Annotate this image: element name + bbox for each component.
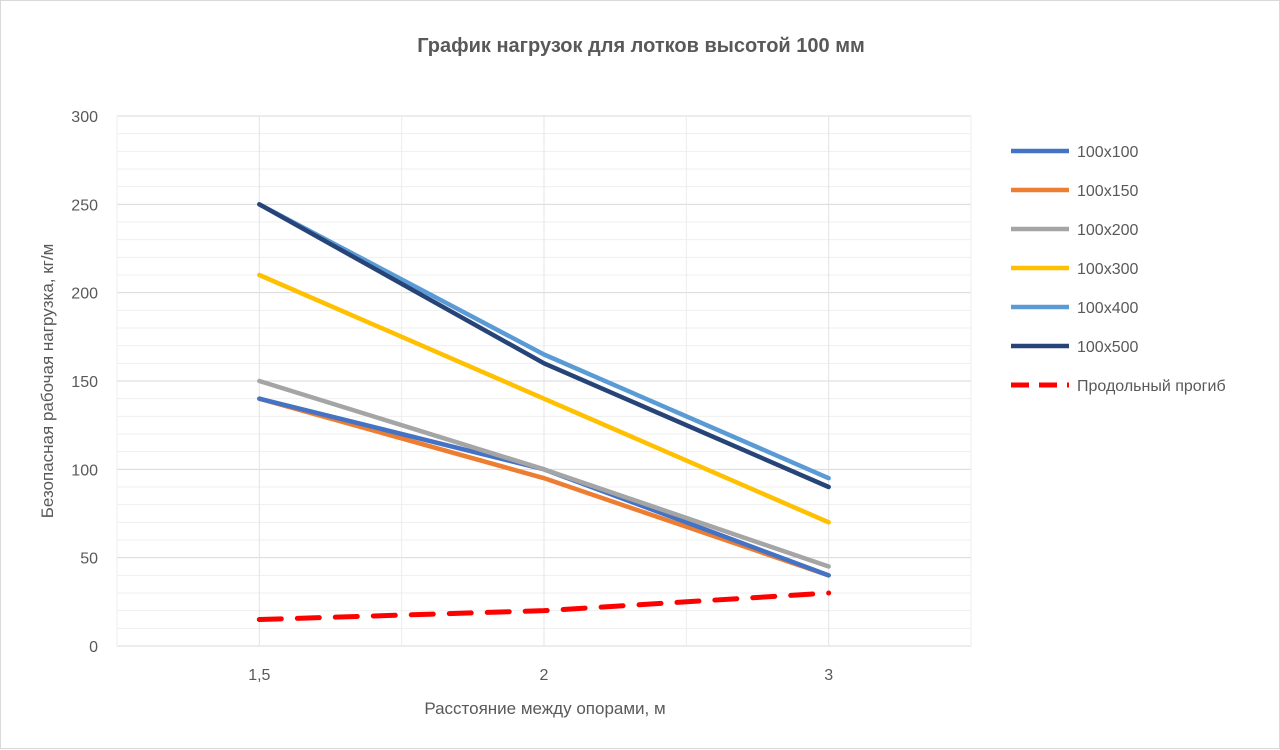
series-line-100x200	[257, 378, 831, 569]
y-tick-label: 300	[71, 109, 98, 126]
legend-label: 100x300	[1077, 261, 1138, 278]
legend-label: 100x500	[1077, 339, 1138, 356]
series-line-100x150	[257, 396, 831, 578]
legend-label: Продольный прогиб	[1077, 378, 1226, 395]
legend-label: 100x100	[1077, 144, 1138, 161]
x-axis-label: Расстояние между опорами, м	[424, 699, 665, 718]
y-tick-label: 250	[71, 197, 98, 214]
y-tick-label: 50	[80, 551, 98, 568]
series-line-Продольный прогиб	[256, 590, 832, 622]
x-tick-label: 2	[540, 667, 549, 684]
y-tick-label: 150	[71, 374, 98, 391]
legend-label: 100x150	[1077, 183, 1138, 200]
y-tick-label: 100	[71, 462, 98, 479]
series-line-100x500	[257, 202, 831, 490]
y-tick-label: 200	[71, 286, 98, 303]
legend-label: 100x400	[1077, 300, 1138, 317]
chart-title: График нагрузок для лотков высотой 100 м…	[417, 35, 865, 57]
x-tick-label: 1,5	[248, 667, 270, 684]
y-axis-label: Безопасная рабочая нагрузка, кг/м	[38, 244, 57, 519]
series-line-100x300	[257, 272, 831, 525]
y-tick-label: 0	[89, 639, 98, 656]
legend-label: 100x200	[1077, 222, 1138, 239]
series-line-100x400	[257, 202, 831, 481]
x-tick-label: 3	[824, 667, 833, 684]
